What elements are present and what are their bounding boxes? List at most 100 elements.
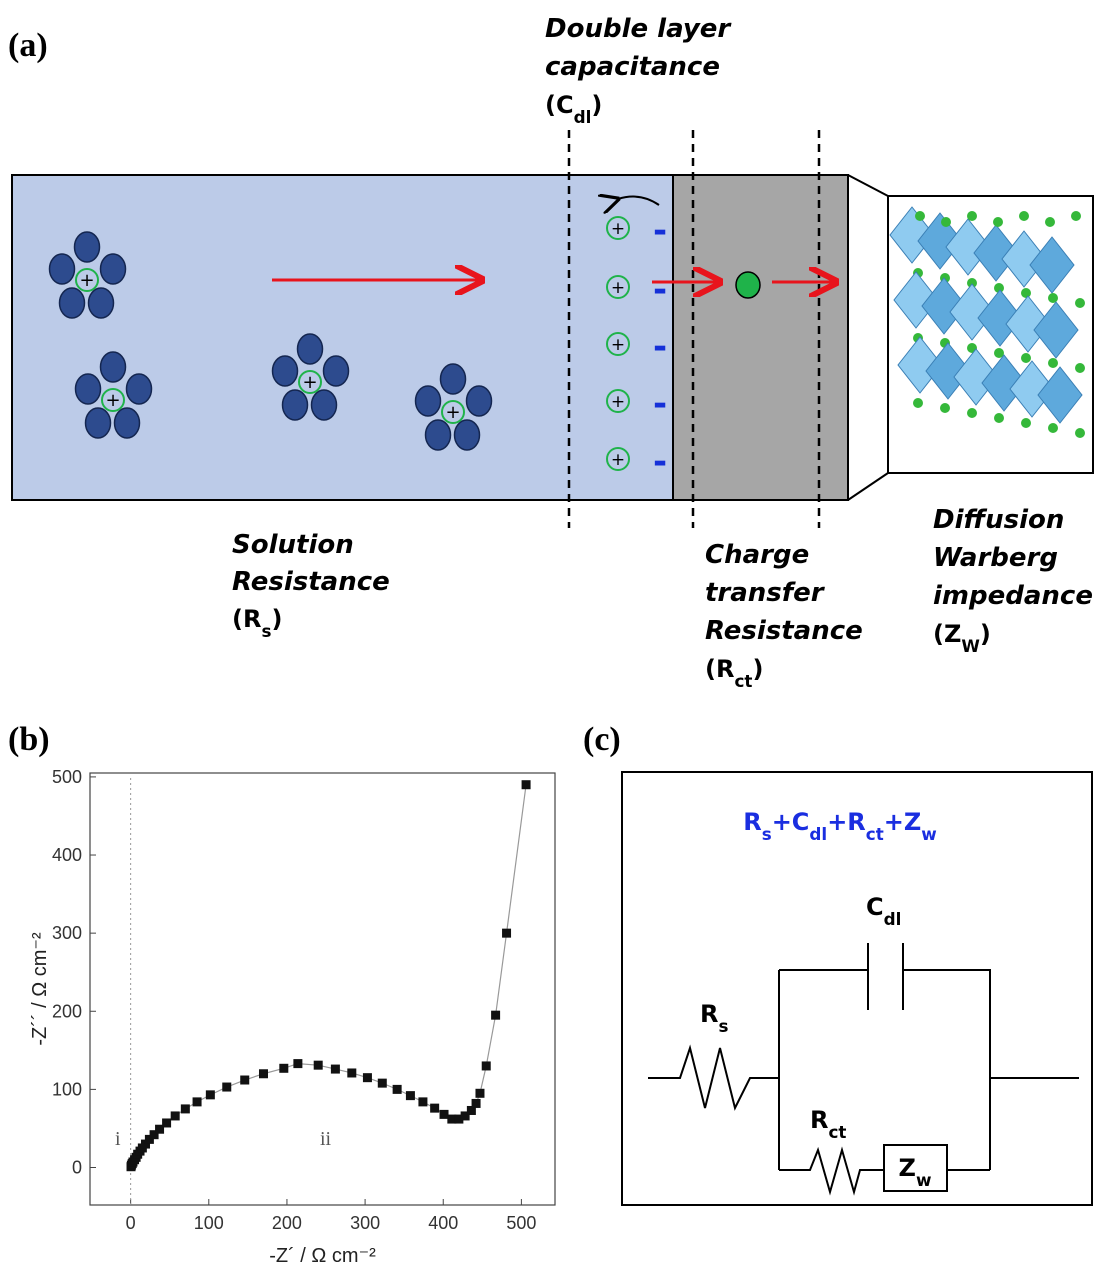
circuit-box [622, 772, 1092, 1205]
symbol-main: (R [705, 655, 734, 683]
solvent-molecule [76, 374, 101, 404]
symbol-tail: ) [271, 605, 282, 633]
symbol-sub: s [261, 621, 271, 641]
symbol-sub: dl [809, 824, 827, 844]
atom [1045, 217, 1055, 227]
atom [941, 217, 951, 227]
zoom-line [848, 175, 888, 196]
x-tick-label: 400 [428, 1213, 458, 1233]
atom [1075, 428, 1085, 438]
symbol: Rs [700, 1000, 728, 1036]
data-point [193, 1097, 202, 1106]
symbol-sub: w [921, 824, 937, 844]
caption-line: Warberg [933, 543, 1058, 573]
symbol: Rct [810, 1106, 846, 1142]
symbol-main: R [810, 1106, 828, 1134]
solvent-molecule [298, 334, 323, 364]
data-point [378, 1079, 387, 1088]
symbol-main: (Z [933, 620, 961, 648]
symbol-main: Z [899, 1154, 916, 1182]
cation-sign: + [302, 372, 317, 393]
electrode-region [673, 175, 848, 500]
cation-sign: + [611, 450, 625, 470]
anion-sign: - [653, 270, 667, 310]
data-point [206, 1090, 215, 1099]
symbol-sub: ct [828, 1122, 846, 1142]
symbol-main: (C [545, 91, 574, 119]
data-point [240, 1076, 249, 1085]
y-tick-label: 300 [52, 923, 82, 943]
atom [967, 408, 977, 418]
symbol: (ZW) [933, 620, 991, 656]
figure: (a) (b) (c) 0100200300400500010020030040… [0, 0, 1094, 1271]
data-point [259, 1069, 268, 1078]
annotation: ii [320, 1128, 332, 1150]
solvent-molecule [312, 390, 337, 420]
solvent-molecule [324, 356, 349, 386]
symbol-sub: ct [866, 824, 884, 844]
solvent-molecule [283, 390, 308, 420]
data-point [162, 1118, 171, 1127]
solvent-molecule [89, 288, 114, 318]
data-point [472, 1099, 481, 1108]
symbol-sub: dl [574, 107, 592, 127]
cation-sign: + [611, 335, 625, 355]
cation-sign: + [611, 392, 625, 412]
data-point [222, 1083, 231, 1092]
caption-line: transfer [705, 578, 826, 608]
solvent-molecule [467, 386, 492, 416]
caption-line: Resistance [705, 616, 863, 646]
operator: + [884, 808, 904, 836]
panel-label: (c) [583, 721, 621, 758]
symbol-sub: s [762, 824, 772, 844]
solvent-molecule [75, 232, 100, 262]
data-point [522, 780, 531, 789]
solvent-molecule [455, 420, 480, 450]
cation-sign: + [79, 270, 94, 291]
y-tick-label: 400 [52, 845, 82, 865]
symbol-main: R [700, 1000, 718, 1028]
data-point [279, 1064, 288, 1073]
atom [1021, 288, 1031, 298]
symbol: Cdl [866, 893, 901, 929]
panel-label: (a) [8, 27, 48, 64]
atom [1048, 293, 1058, 303]
data-point [181, 1104, 190, 1113]
atom [1075, 298, 1085, 308]
zoom-line [848, 473, 888, 500]
atom [915, 211, 925, 221]
anion-sign: - [653, 384, 667, 424]
symbol-main: Z [904, 808, 921, 836]
atom [1048, 358, 1058, 368]
equation: Rs+Cdl+Rct+Zw [743, 808, 937, 844]
data-point [314, 1061, 323, 1070]
data-point [293, 1059, 302, 1068]
x-tick-label: 200 [272, 1213, 302, 1233]
y-tick-label: 200 [52, 1001, 82, 1021]
cation-sign: + [611, 278, 625, 298]
data-point [347, 1068, 356, 1077]
data-point [393, 1085, 402, 1094]
circuit-wires [648, 943, 1079, 1192]
caption-line: capacitance [545, 52, 720, 82]
charge-carrier [736, 272, 760, 298]
symbol-sub: W [961, 636, 980, 656]
symbol-main: (R [232, 605, 261, 633]
y-axis-label: -Z´´ / Ω cm⁻² [29, 932, 51, 1046]
annotation: i [115, 1128, 121, 1150]
solvent-molecule [441, 364, 466, 394]
caption-line: Charge [705, 540, 809, 570]
anion-sign: - [653, 442, 667, 482]
page: (a) (b) (c) 0100200300400500010020030040… [0, 0, 1094, 1271]
atom [913, 398, 923, 408]
anion-sign: - [653, 211, 667, 251]
data-line [131, 785, 526, 1167]
symbol-tail: ) [752, 655, 763, 683]
atom [1075, 363, 1085, 373]
symbol: (Rs) [232, 605, 282, 641]
symbol-sub: ct [734, 671, 752, 691]
symbol-sub: w [916, 1170, 932, 1190]
panel-label: (b) [8, 721, 50, 758]
data-point [440, 1110, 449, 1119]
atom [1048, 423, 1058, 433]
